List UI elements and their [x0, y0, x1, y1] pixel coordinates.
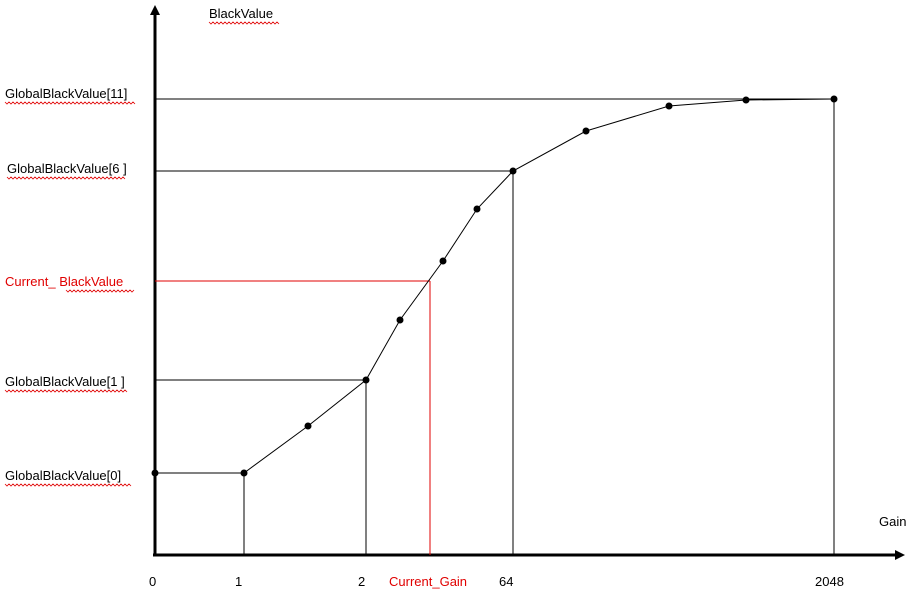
spellcheck-underline: [4, 483, 132, 487]
curve-point: [362, 376, 370, 384]
label-gbv11: GlobalBlackValue[11]: [5, 86, 127, 101]
tick-label-current-gain: Current_Gain: [389, 574, 467, 589]
spellcheck-underline: [65, 289, 135, 293]
curve-point: [304, 422, 312, 430]
x-axis-title: Gain: [879, 514, 906, 529]
y-axis-title: BlackValue: [209, 6, 273, 21]
tick-label-64: 64: [499, 574, 513, 589]
tick-label-0: 0: [149, 574, 156, 589]
label-gbv1: GlobalBlackValue[1 ]: [5, 374, 125, 389]
label-gbv6: GlobalBlackValue[6 ]: [7, 161, 127, 176]
curve-point: [396, 316, 404, 324]
curve-point: [240, 469, 248, 477]
curve-points: [151, 95, 838, 477]
curve-point: [582, 127, 590, 135]
curve-point: [830, 95, 838, 103]
tick-label-2048: 2048: [815, 574, 844, 589]
spellcheck-underline: [208, 21, 280, 25]
curve-point: [509, 167, 517, 175]
spellcheck-underline: [4, 101, 136, 105]
curve-point: [439, 257, 447, 265]
curve-point: [473, 205, 481, 213]
label-gbv0: GlobalBlackValue[0]: [5, 468, 121, 483]
label-current-black-value: Current_ BlackValue: [5, 274, 123, 289]
curve-point: [742, 96, 750, 104]
spellcheck-underline: [6, 176, 126, 180]
tick-label-1: 1: [235, 574, 242, 589]
curve-point: [151, 469, 159, 477]
curve-point: [665, 102, 673, 110]
black-value-curve: [155, 98, 835, 474]
tick-label-2: 2: [358, 574, 365, 589]
spellcheck-underline: [4, 389, 128, 393]
